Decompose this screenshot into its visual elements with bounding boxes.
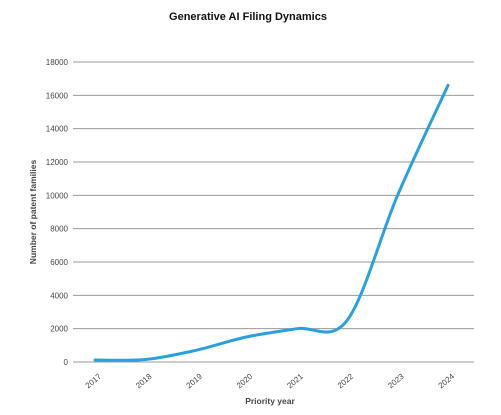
- y-tick-label: 16000: [46, 91, 69, 100]
- y-tick-labels: 0 2000 4000 6000 8000 10000 12000 14000 16000 180…: [46, 58, 69, 367]
- x-tick-label: 2017: [84, 372, 104, 391]
- y-axis-title: Number of patent families: [28, 160, 38, 265]
- x-tick-label: 2024: [437, 372, 457, 391]
- y-tick-label: 14000: [46, 125, 69, 134]
- x-tick-label: 2020: [235, 372, 255, 391]
- x-tick-label: 2018: [134, 372, 154, 391]
- y-tick-label: 10000: [46, 191, 69, 200]
- y-tick-label: 8000: [50, 225, 68, 234]
- y-tick-label: 12000: [46, 158, 69, 167]
- x-tick-label: 2022: [336, 372, 356, 391]
- series-lines: [93, 83, 450, 362]
- y-tick-label: 2000: [50, 325, 68, 334]
- y-tick-label: 18000: [46, 58, 69, 67]
- y-tick-label: 4000: [50, 291, 68, 300]
- x-tick-label: 2023: [386, 372, 406, 391]
- chart-title: Generative AI Filing Dynamics: [169, 11, 327, 23]
- x-axis-title: Priority year: [245, 396, 295, 406]
- y-tick-label: 0: [64, 358, 69, 367]
- x-tick-label: 2021: [285, 372, 305, 391]
- gridlines: [73, 61, 474, 363]
- series-line: [93, 83, 450, 362]
- x-tick-label: 2019: [185, 372, 205, 391]
- y-tick-label: 6000: [50, 258, 68, 267]
- x-tick-labels: 2017 2018 2019 2020 2021 2022 2023 2024: [84, 372, 457, 391]
